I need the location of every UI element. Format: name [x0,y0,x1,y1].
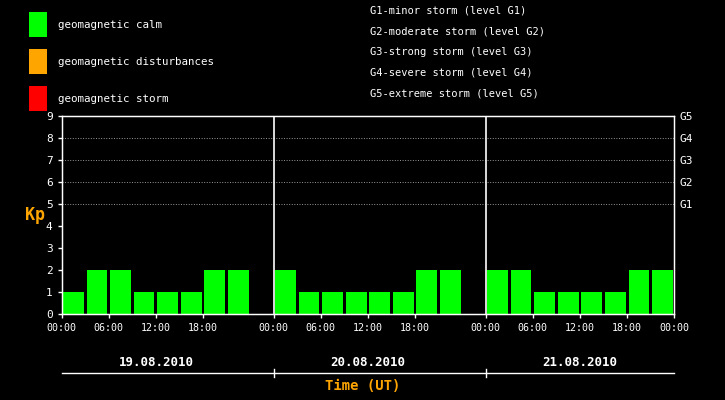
Text: 21.08.2010: 21.08.2010 [542,356,618,368]
Text: G5-extreme storm (level G5): G5-extreme storm (level G5) [370,88,539,98]
Text: geomagnetic storm: geomagnetic storm [58,94,168,104]
Text: G3-strong storm (level G3): G3-strong storm (level G3) [370,47,532,57]
Bar [510,270,531,314]
Bar [605,292,626,314]
Text: 19.08.2010: 19.08.2010 [118,356,194,368]
Bar [275,270,296,314]
Bar [393,292,414,314]
Bar [86,270,107,314]
Bar [299,292,320,314]
Bar [110,270,131,314]
Bar [487,270,508,314]
Text: geomagnetic calm: geomagnetic calm [58,20,162,30]
Bar [440,270,461,314]
Bar [346,292,367,314]
Bar [29,86,47,111]
Y-axis label: Kp: Kp [25,206,45,224]
Bar [581,292,602,314]
Bar [652,270,673,314]
Bar [558,292,579,314]
Bar [29,12,47,37]
Bar [534,292,555,314]
Text: geomagnetic disturbances: geomagnetic disturbances [58,57,214,67]
Bar [629,270,650,314]
Bar [181,292,202,314]
Bar [228,270,249,314]
Text: G1-minor storm (level G1): G1-minor storm (level G1) [370,6,526,16]
Bar [157,292,178,314]
Bar [63,292,84,314]
Bar [369,292,390,314]
Text: 20.08.2010: 20.08.2010 [331,356,405,368]
Bar [416,270,437,314]
Bar [29,49,47,74]
Text: G2-moderate storm (level G2): G2-moderate storm (level G2) [370,26,544,36]
Text: G4-severe storm (level G4): G4-severe storm (level G4) [370,68,532,78]
Text: Time (UT): Time (UT) [325,379,400,393]
Bar [322,292,343,314]
Bar [204,270,225,314]
Bar [133,292,154,314]
